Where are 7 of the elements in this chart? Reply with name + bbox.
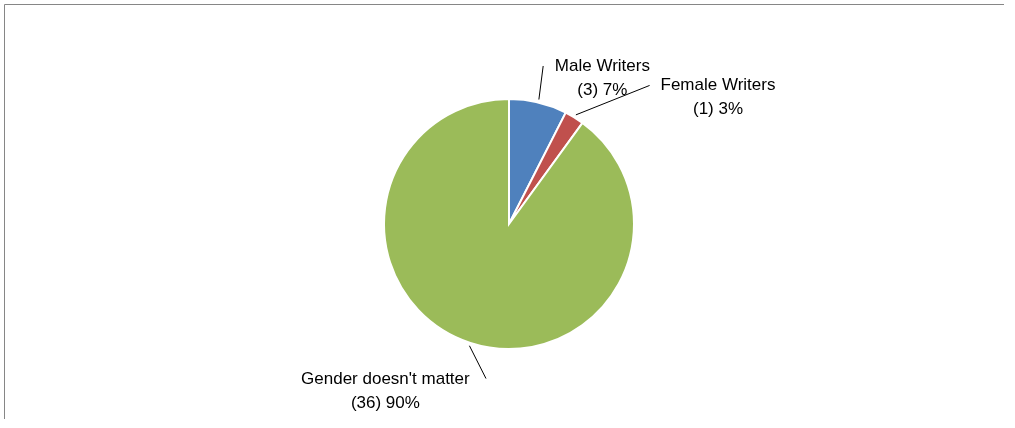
data-label: (3) 7%	[577, 79, 628, 99]
slice-label: Female Writers	[660, 75, 776, 95]
slice-label: Male Writers	[554, 55, 650, 75]
data-label: (1) 3%	[692, 99, 744, 119]
slice-label: Gender doesn't matter	[301, 368, 471, 388]
data-label: (36) 90%	[350, 392, 420, 412]
pie-slice	[383, 98, 635, 350]
